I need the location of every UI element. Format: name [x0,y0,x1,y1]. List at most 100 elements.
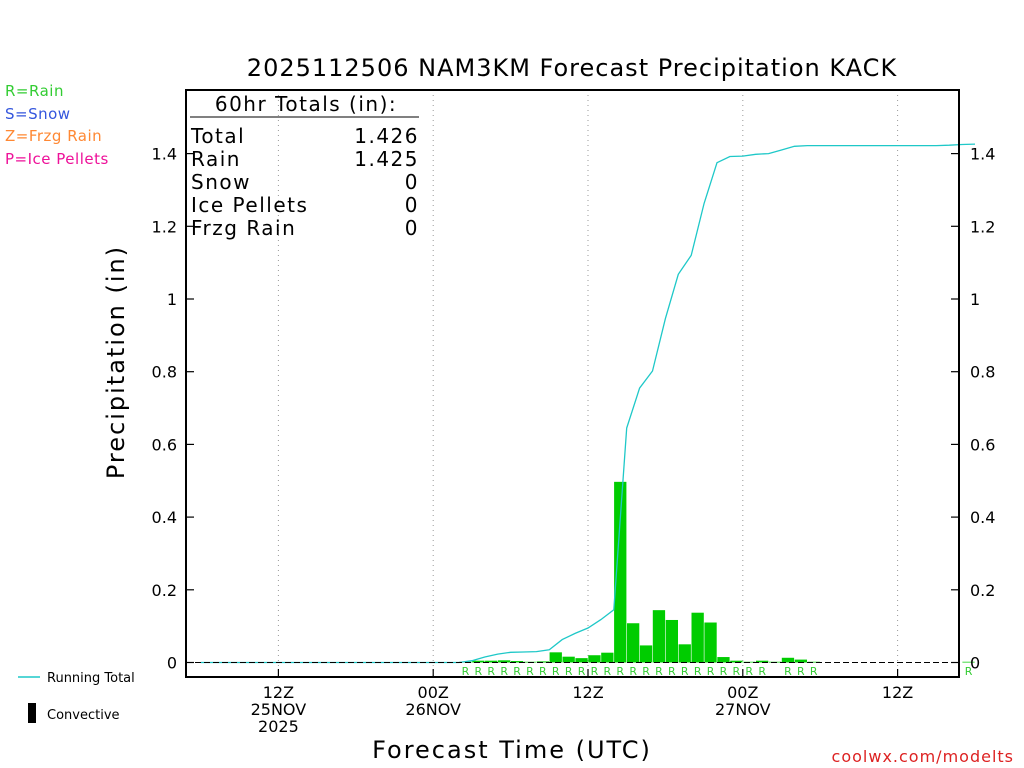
y-tick-label-left: 1 [167,290,177,309]
precip-bar [962,661,975,663]
legend-snow: S=Snow [5,105,71,123]
y-tick-label-right: 1.4 [970,145,995,164]
y-axis-label: Precipitation (in) [102,245,130,479]
precip-bar [472,660,485,663]
x-tick-label: 12Z [263,683,294,702]
y-tick-label-left: 1.2 [152,217,177,236]
ptype-letter: R [539,665,547,678]
running-total-line [201,143,976,664]
precip-bar [627,623,640,663]
legend-frzg-rain: Z=Frzg Rain [5,127,103,145]
y-tick-label-left: 0.2 [152,581,177,600]
precip-bar [562,656,575,663]
ptype-letter: R [784,665,792,678]
ptype-letter: R [526,665,534,678]
precip-bars [459,481,975,663]
x-axis-label: Forecast Time (UTC) [372,736,652,764]
x-tick-label: 12Z [572,683,603,702]
y-tick-label-right: 0.8 [970,363,995,382]
totals-row-label: Frzg Rain [191,216,296,240]
ptype-letter: R [552,665,560,678]
y-tick-label-right: 0.4 [970,508,995,527]
axes: 0 00.2 0.20.4 0.40.6 0.60.8 0.81 11.2 1.21.4 1.4… [152,145,996,736]
x-tick-label: 27NOV [715,700,771,719]
y-tick-label-left: 1.4 [152,145,177,164]
totals-row-value: 1.425 [354,147,419,171]
precip-bar [691,612,704,663]
totals-row-value: 1.426 [354,124,419,148]
convective-legend-swatch [28,703,36,723]
precip-bar [665,619,678,663]
ptype-letter: R [513,665,521,678]
totals-row-value: 0 [405,193,419,217]
precip-bar [510,661,524,663]
legend-rain: R=Rain [5,82,64,100]
y-tick-label-right: 1.2 [970,217,995,236]
totals-box: 60hr Totals (in): Total 1.426 Rain 1.425 Snow… [190,92,419,240]
ptype-letter: R [707,665,715,678]
legend-ice-pellets: P=Ice Pellets [5,150,109,168]
plot-frame [185,89,960,678]
totals-row-value: 0 [405,216,419,240]
y-tick-label-right: 0 [970,654,980,673]
totals-row-label: Snow [191,170,251,194]
precip-bar [652,610,666,663]
chart-title: 2025112506 NAM3KM Forecast Precipitation… [247,54,898,82]
ptype-letter: R [604,665,612,678]
ptype-letter: R [810,665,818,678]
ptype-letter: R [797,665,805,678]
precip-bar [549,652,562,663]
totals-heading: 60hr Totals (in): [215,92,397,116]
totals-row-label: Total [190,124,245,148]
precip-bar [704,622,717,663]
ptype-letter: R [965,665,973,678]
ptype-letter: R [616,665,624,678]
precip-bar [678,644,691,663]
ptype-letter: R [655,665,663,678]
y-tick-label-right: 0.2 [970,581,995,600]
ptype-letter: R [733,665,741,678]
precip-bar [717,657,730,663]
ptype-letter: R [745,665,753,678]
totals-row-value: 0 [405,170,419,194]
ptype-letter: R [475,665,483,678]
precip-bar [614,481,627,663]
precip-bar [498,660,511,663]
ptype-letter: R [681,665,689,678]
y-tick-label-left: 0.4 [152,508,177,527]
x-tick-label: 26NOV [405,700,461,719]
running-total-legend-label: Running Total [47,671,135,686]
ptype-letter: R [694,665,702,678]
credit-text: coolwx.com/modelts [832,747,1014,766]
ptype-letter: R [500,665,508,678]
totals-row-label: Rain [191,147,241,171]
ptype-letter: R [758,665,766,678]
ptype-letter: R [565,665,573,678]
ptype-letter: R [591,665,599,678]
precip-bar [639,645,653,663]
grid-lines [277,90,899,677]
ptype-letter: R [629,665,637,678]
precip-bar [601,652,614,663]
ptype-letter: R [668,665,676,678]
convective-legend-label: Convective [47,708,120,723]
ptype-letter: R [720,665,728,678]
ptype-letter: R [487,665,495,678]
ptype-letter: R [462,665,470,678]
precip-bar [730,660,743,663]
x-tick-label: 00Z [727,683,758,702]
precip-bar [485,660,498,663]
y-tick-label-left: 0.6 [152,435,177,454]
x-tick-label: 25NOV [251,700,307,719]
x-tick-label: 12Z [882,683,913,702]
precip-bar [588,655,601,663]
precip-bar [756,660,769,663]
x-tick-label: 00Z [418,683,449,702]
y-tick-label-right: 1 [970,290,980,309]
precip-bar [575,658,588,663]
ptype-letter: R [578,665,586,678]
precip-bar [794,659,807,663]
y-tick-label-right: 0.6 [970,435,995,454]
